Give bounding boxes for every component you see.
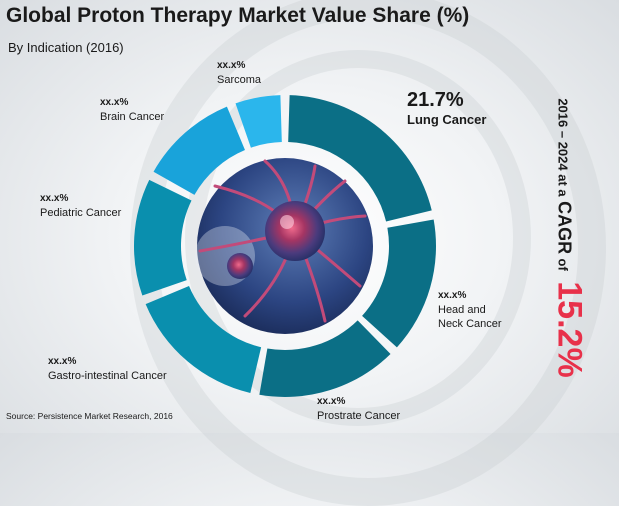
name-sarcoma: Sarcoma: [217, 74, 262, 86]
cagr-text: 2016 – 2024 at a CAGR of 15.2%: [550, 98, 589, 377]
chart-title: Global Proton Therapy Market Value Share…: [6, 4, 470, 27]
cancer-cell-image: [195, 158, 373, 334]
name-prostrate-cancer: Prostrate Cancer: [317, 410, 401, 422]
donut-chart: [133, 95, 436, 397]
value-head-neck-cancer: xx.x%: [438, 290, 467, 301]
small-cell-body: [227, 253, 253, 279]
cagr-connector: of: [555, 258, 571, 271]
cell-body: [265, 201, 325, 261]
donut-slice-brain-cancer: [153, 106, 245, 195]
cagr-prefix: 2016 – 2024 at a: [555, 98, 571, 197]
label-brain-cancer: xx.x% Brain Cancer: [100, 96, 164, 124]
value-gastro-intestinal-cancer: xx.x%: [48, 356, 77, 367]
donut-slice-sarcoma: [235, 95, 282, 148]
name-brain-cancer: Brain Cancer: [100, 111, 165, 123]
cell-highlight: [280, 215, 294, 229]
value-lung-cancer: 21.7%: [407, 89, 464, 111]
label-gastro-intestinal-cancer: xx.x% Gastro-intestinal Cancer: [48, 355, 167, 383]
cagr-label: CAGR: [554, 201, 575, 255]
donut-slice-lung-cancer: [288, 95, 432, 222]
chart-subtitle: By Indication (2016): [8, 40, 124, 55]
value-sarcoma: xx.x%: [217, 60, 246, 71]
name-lung-cancer: Lung Cancer: [407, 112, 487, 127]
label-head-neck-cancer: xx.x% Head and Neck Cancer: [438, 289, 502, 331]
donut-slice-prostrate-cancer: [259, 320, 391, 397]
value-brain-cancer: xx.x%: [100, 97, 129, 108]
cagr-callout: 2016 – 2024 at a CAGR of 15.2%: [519, 82, 619, 394]
value-prostrate-cancer: xx.x%: [317, 396, 346, 407]
value-pediatric-cancer: xx.x%: [40, 193, 69, 204]
name-pediatric-cancer: Pediatric Cancer: [40, 207, 122, 219]
donut-slice-head-and-neck-cancer: [362, 219, 436, 348]
label-prostrate-cancer: xx.x% Prostrate Cancer: [317, 395, 400, 423]
cagr-value: 15.2%: [550, 281, 589, 378]
source-note: Source: Persistence Market Research, 201…: [6, 411, 173, 421]
name-gastro-intestinal-cancer: Gastro-intestinal Cancer: [48, 370, 167, 382]
label-sarcoma: xx.x% Sarcoma: [217, 59, 261, 87]
label-lung-cancer: 21.7% Lung Cancer: [407, 88, 486, 128]
name-head-neck-cancer: Head and Neck Cancer: [438, 304, 502, 330]
donut-slice-pediatric-cancer: [133, 179, 192, 296]
label-pediatric-cancer: xx.x% Pediatric Cancer: [40, 192, 121, 220]
donut-slice-gastro-intestinal-cancer: [145, 286, 262, 393]
